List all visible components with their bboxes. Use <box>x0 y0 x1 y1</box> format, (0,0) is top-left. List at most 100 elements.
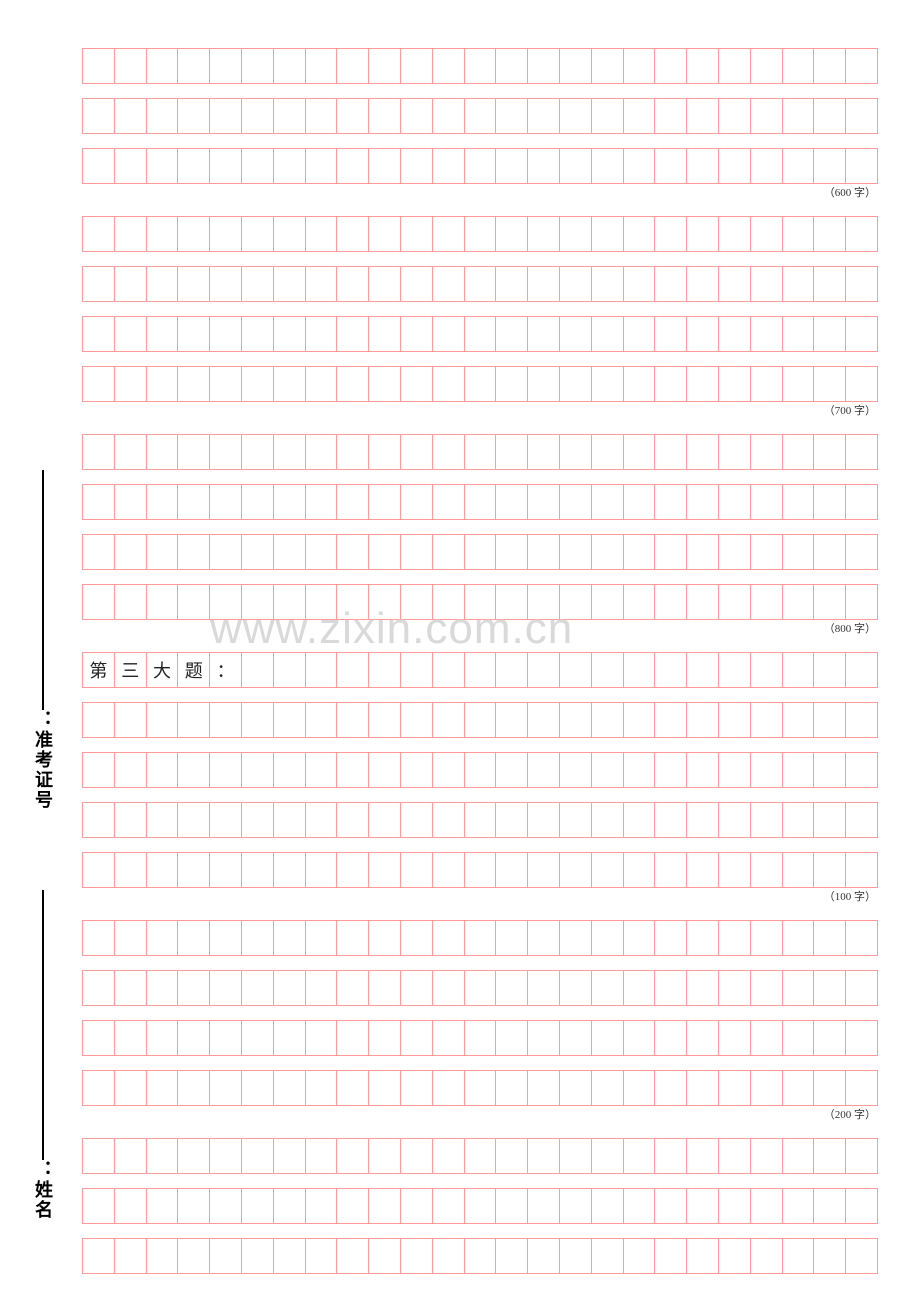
grid-cell[interactable] <box>369 653 401 687</box>
grid-cell[interactable] <box>83 971 115 1005</box>
grid-cell[interactable] <box>178 99 210 133</box>
grid-cell[interactable] <box>814 921 846 955</box>
grid-cell[interactable] <box>274 971 306 1005</box>
grid-cell[interactable] <box>751 1189 783 1223</box>
grid-cell[interactable] <box>783 435 815 469</box>
grid-cell[interactable] <box>560 803 592 837</box>
grid-cell[interactable] <box>751 485 783 519</box>
grid-cell[interactable] <box>624 753 656 787</box>
grid-cell[interactable] <box>496 1189 528 1223</box>
grid-cell[interactable] <box>242 1239 274 1273</box>
grid-cell[interactable] <box>496 1021 528 1055</box>
grid-cell[interactable] <box>147 703 179 737</box>
grid-cell[interactable] <box>242 853 274 887</box>
grid-cell[interactable] <box>369 367 401 401</box>
grid-cell[interactable] <box>306 703 338 737</box>
grid-cell[interactable] <box>687 853 719 887</box>
grid-cell[interactable] <box>528 317 560 351</box>
grid-cell[interactable] <box>274 1239 306 1273</box>
grid-cell[interactable] <box>306 1239 338 1273</box>
grid-cell[interactable] <box>560 99 592 133</box>
grid-cell[interactable] <box>83 853 115 887</box>
grid-cell[interactable] <box>369 435 401 469</box>
grid-cell[interactable] <box>433 217 465 251</box>
grid-cell[interactable] <box>655 1071 687 1105</box>
grid-cell[interactable] <box>210 971 242 1005</box>
grid-cell[interactable] <box>337 753 369 787</box>
grid-cell[interactable] <box>83 367 115 401</box>
grid-cell[interactable] <box>306 1071 338 1105</box>
grid-cell[interactable] <box>115 217 147 251</box>
grid-cell[interactable] <box>592 99 624 133</box>
grid-cell[interactable] <box>496 921 528 955</box>
grid-cell[interactable] <box>242 703 274 737</box>
grid-cell[interactable] <box>306 921 338 955</box>
grid-cell[interactable] <box>687 149 719 183</box>
grid-cell[interactable] <box>496 367 528 401</box>
grid-cell[interactable] <box>624 703 656 737</box>
grid-cell[interactable] <box>846 1239 877 1273</box>
grid-cell[interactable] <box>655 921 687 955</box>
grid-cell[interactable] <box>274 1071 306 1105</box>
grid-cell[interactable] <box>369 853 401 887</box>
grid-cell[interactable] <box>783 149 815 183</box>
grid-cell[interactable] <box>719 1071 751 1105</box>
grid-cell[interactable] <box>624 99 656 133</box>
grid-cell[interactable] <box>496 435 528 469</box>
grid-cell[interactable] <box>528 971 560 1005</box>
grid-cell[interactable] <box>210 485 242 519</box>
grid-cell[interactable] <box>560 485 592 519</box>
grid-cell[interactable] <box>814 1239 846 1273</box>
grid-cell[interactable] <box>687 1189 719 1223</box>
grid-cell[interactable] <box>369 585 401 619</box>
grid-cell[interactable] <box>592 1021 624 1055</box>
grid-cell[interactable] <box>655 1239 687 1273</box>
grid-cell[interactable] <box>210 753 242 787</box>
grid-cell[interactable] <box>306 217 338 251</box>
grid-cell[interactable] <box>814 485 846 519</box>
grid-cell[interactable] <box>719 921 751 955</box>
grid-cell[interactable] <box>274 49 306 83</box>
grid-cell[interactable] <box>783 1021 815 1055</box>
grid-cell[interactable] <box>624 217 656 251</box>
grid-cell[interactable] <box>401 217 433 251</box>
grid-cell[interactable] <box>178 803 210 837</box>
grid-cell[interactable] <box>719 267 751 301</box>
grid-cell[interactable] <box>115 1021 147 1055</box>
grid-cell[interactable] <box>401 367 433 401</box>
grid-cell[interactable] <box>83 49 115 83</box>
grid-cell[interactable] <box>115 853 147 887</box>
grid-cell[interactable] <box>496 1139 528 1173</box>
grid-cell[interactable] <box>433 1189 465 1223</box>
grid-cell[interactable] <box>814 703 846 737</box>
grid-cell[interactable] <box>401 1139 433 1173</box>
grid-cell[interactable] <box>147 99 179 133</box>
grid-cell[interactable] <box>719 653 751 687</box>
grid-cell[interactable] <box>147 921 179 955</box>
grid-cell[interactable] <box>83 535 115 569</box>
grid-cell[interactable] <box>274 653 306 687</box>
grid-cell[interactable] <box>687 585 719 619</box>
grid-cell[interactable] <box>274 803 306 837</box>
grid-cell[interactable] <box>528 1071 560 1105</box>
grid-cell[interactable] <box>83 1239 115 1273</box>
grid-cell[interactable] <box>465 1189 497 1223</box>
grid-cell[interactable] <box>178 535 210 569</box>
grid-cell[interactable] <box>401 1071 433 1105</box>
grid-cell[interactable] <box>401 753 433 787</box>
grid-cell[interactable] <box>306 971 338 1005</box>
grid-cell[interactable] <box>210 99 242 133</box>
grid-cell[interactable] <box>178 49 210 83</box>
grid-cell[interactable] <box>496 585 528 619</box>
grid-cell[interactable] <box>178 217 210 251</box>
grid-cell[interactable] <box>655 267 687 301</box>
grid-cell[interactable] <box>687 921 719 955</box>
grid-cell[interactable] <box>274 149 306 183</box>
grid-cell[interactable] <box>751 1071 783 1105</box>
grid-cell[interactable] <box>624 49 656 83</box>
grid-cell[interactable] <box>719 803 751 837</box>
grid-cell[interactable] <box>210 921 242 955</box>
grid-cell[interactable] <box>274 921 306 955</box>
grid-cell[interactable] <box>624 1189 656 1223</box>
grid-cell[interactable] <box>560 1021 592 1055</box>
